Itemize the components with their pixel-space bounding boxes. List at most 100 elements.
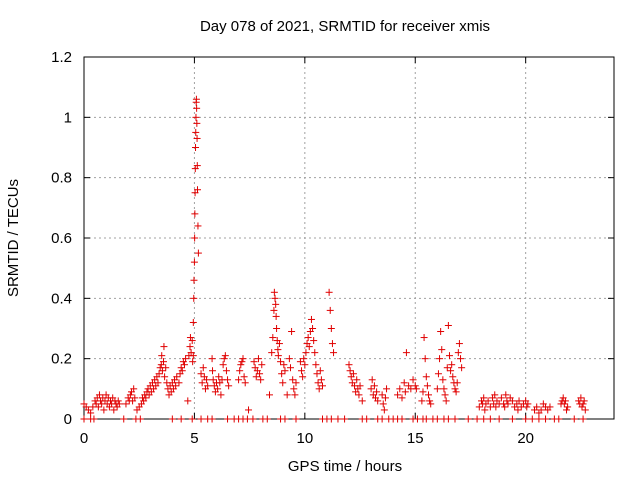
data-point [192,144,200,151]
data-point [296,358,304,366]
data-point [160,358,167,366]
data-point [383,385,391,393]
data-point [100,406,108,414]
data-point [419,388,427,396]
data-point [473,415,481,423]
data-point [162,364,170,372]
data-point [168,415,176,423]
data-point [160,343,168,351]
data-point [401,388,409,396]
data-point [422,415,430,423]
data-point [564,403,572,411]
data-point [497,394,505,402]
data-point [445,352,453,360]
data-point [180,361,188,369]
data-point [172,382,180,390]
data-point [438,346,446,354]
data-point [447,367,455,375]
data-point [434,370,442,378]
data-point [186,343,194,351]
data-point [458,364,466,372]
data-point [481,406,489,414]
data-point [464,415,472,423]
data-point [80,415,88,423]
data-point [341,415,349,423]
data-point [272,300,280,308]
data-point [190,276,198,284]
data-point [313,370,321,378]
data-point [420,334,428,342]
data-point [433,415,441,423]
data-point [220,355,228,363]
data-point [277,358,285,366]
data-point [90,415,98,423]
data-point [327,415,335,423]
data-point [275,340,283,348]
data-point [437,328,445,336]
data-point [258,361,266,369]
data-point [192,113,200,121]
x-axis-label: GPS time / hours [288,458,402,475]
data-point [578,403,586,411]
data-point [115,400,123,408]
data-point [122,400,130,408]
data-point [412,385,420,393]
data-point [208,415,216,423]
data-point [378,391,386,399]
data-point [442,397,450,405]
data-point [131,394,139,402]
data-point [87,409,95,417]
data-point [199,364,207,372]
data-point [444,321,452,329]
data-point [309,325,317,332]
data-point [283,391,291,399]
y-tick-label: 1 [64,109,72,126]
x-tick-label: 20 [517,430,534,447]
data-point [95,391,103,399]
data-point [546,403,554,411]
data-point [374,397,382,405]
data-point [189,358,197,366]
data-point [270,288,278,296]
data-point [114,397,122,405]
data-point [441,391,449,399]
data-point [398,415,406,423]
data-point [508,397,516,405]
data-point [501,403,509,411]
data-point [310,337,318,345]
data-point [189,318,197,326]
data-point [427,400,435,408]
data-point [301,361,309,369]
data-point [235,376,243,384]
data-point [193,162,201,170]
data-point [444,415,452,423]
data-point [451,415,459,423]
data-point [236,367,244,375]
y-tick-label: 1.2 [51,49,72,66]
data-point [154,379,162,387]
data-point [252,373,260,381]
data-point [312,361,320,369]
x-tick-label: 10 [296,430,313,447]
data-point [381,394,389,402]
data-point [219,361,227,369]
data-point [480,394,488,402]
data-point [136,415,144,423]
data-point [453,379,461,387]
data-point [317,376,325,384]
data-point [217,391,225,399]
data-point [203,376,211,384]
data-point [363,415,371,423]
data-point [193,134,201,142]
data-point [425,391,432,399]
data-point [197,370,205,378]
data-point [421,355,429,363]
data-point [184,397,192,405]
data-point [560,400,568,408]
data-point [515,397,523,405]
data-point [353,376,361,384]
data-point [577,394,585,402]
data-point [289,376,297,384]
data-point [155,370,163,378]
data-point [192,128,200,136]
